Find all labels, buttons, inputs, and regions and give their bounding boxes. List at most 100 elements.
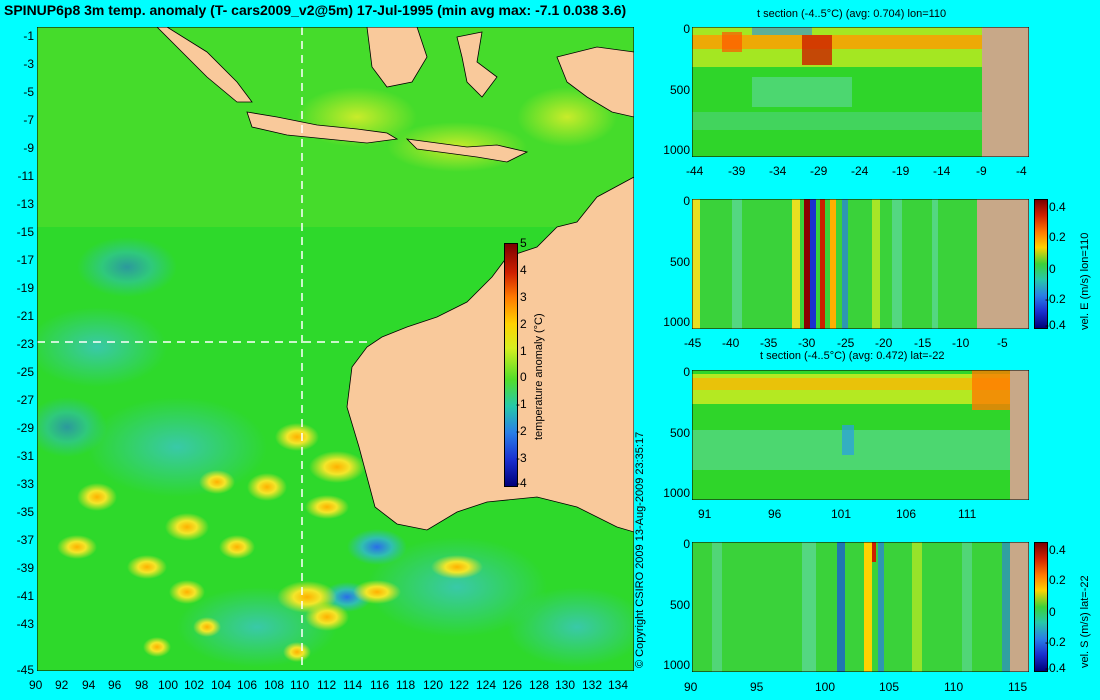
map-x-tick: 130 bbox=[555, 678, 576, 692]
colorbar-tick: 5 bbox=[520, 236, 527, 250]
panel-1-x-tick: -44 bbox=[686, 164, 704, 178]
map-x-tick: 120 bbox=[423, 678, 444, 692]
panel-1-x-tick: -14 bbox=[933, 164, 951, 178]
panel-3-y-tick: 1000 bbox=[663, 486, 690, 500]
map-y-axis: -1 -3 -5 -7 -9 -11 -13 -15 -17 -19 -21 -… bbox=[0, 27, 34, 677]
panel-2-y-tick: 0 bbox=[683, 194, 690, 208]
map-y-tick: -19 bbox=[16, 281, 34, 295]
panel-2-y-tick: 1000 bbox=[663, 315, 690, 329]
map-x-tick: 128 bbox=[529, 678, 550, 692]
panel-2-x-tick: -10 bbox=[952, 336, 970, 350]
map-x-tick: 112 bbox=[317, 678, 337, 692]
map-x-tick: 106 bbox=[237, 678, 258, 692]
panel-4-colorbar-tick: 0.4 bbox=[1049, 543, 1066, 557]
panel-1-y-tick: 500 bbox=[669, 83, 690, 97]
colorbar-tick: 4 bbox=[520, 263, 527, 277]
panel-1-x-tick: -4 bbox=[1016, 164, 1027, 178]
panel-1-section bbox=[692, 27, 1029, 157]
panel-2-colorbar-tick: -0.2 bbox=[1045, 292, 1066, 306]
map-x-tick: 114 bbox=[343, 678, 363, 692]
panel-4-colorbar-ticks: 0.4 0.2 0 -0.2 -0.4 bbox=[1045, 543, 1079, 675]
map-y-tick: -25 bbox=[16, 365, 34, 379]
colorbar-tick: 0 bbox=[520, 370, 527, 384]
map-x-tick: 96 bbox=[108, 678, 122, 692]
panel-2-colorbar-label: vel. E (m/s) lon=110 bbox=[1079, 232, 1091, 330]
map-x-tick: 126 bbox=[502, 678, 523, 692]
map-y-tick: -21 bbox=[16, 309, 34, 323]
panel-1-y-tick: 0 bbox=[683, 22, 690, 36]
panel-2-colorbar-tick: 0.4 bbox=[1049, 200, 1066, 214]
panel-2-colorbar bbox=[1034, 199, 1048, 329]
panel-4-colorbar-tick: -0.2 bbox=[1045, 635, 1066, 649]
map-y-tick: -23 bbox=[16, 337, 34, 351]
map-y-tick: -15 bbox=[16, 225, 34, 239]
panel-4-section bbox=[692, 542, 1029, 672]
panel-2-y-tick: 500 bbox=[669, 255, 690, 269]
panel-1-y-axis: 0 500 1000 bbox=[650, 20, 690, 160]
panel-2-section bbox=[692, 199, 1029, 329]
map-x-tick: 104 bbox=[211, 678, 232, 692]
panel-3-section bbox=[692, 370, 1029, 500]
map-y-tick: -29 bbox=[16, 421, 34, 435]
map-y-tick: -7 bbox=[23, 113, 34, 127]
panel-2-x-tick: -35 bbox=[760, 336, 778, 350]
panel-3-x-tick: 101 bbox=[831, 507, 852, 521]
map-x-tick: 90 bbox=[29, 678, 43, 692]
panel-3-y-tick: 0 bbox=[683, 365, 690, 379]
map-x-tick: 122 bbox=[449, 678, 470, 692]
panel-4-x-tick: 105 bbox=[879, 680, 900, 694]
map-x-tick: 100 bbox=[158, 678, 179, 692]
panel-3-x-tick: 106 bbox=[896, 507, 917, 521]
colorbar-tick: -4 bbox=[516, 476, 527, 490]
panel-1-x-tick: -34 bbox=[769, 164, 787, 178]
map-x-tick: 110 bbox=[290, 678, 310, 692]
map-y-tick: -41 bbox=[16, 589, 34, 603]
panel-3-y-axis: 0 500 1000 bbox=[650, 363, 690, 503]
map-y-tick: -11 bbox=[17, 169, 34, 183]
plot-title: SPINUP6p8 3m temp. anomaly (T- cars2009_… bbox=[4, 2, 627, 18]
panel-2-x-tick: -30 bbox=[798, 336, 816, 350]
panel-4-colorbar-label: vel. S (m/s) lat=-22 bbox=[1079, 575, 1091, 668]
map-y-tick: -39 bbox=[16, 561, 34, 575]
map-colorbar-label: temperature anomaly (°C) bbox=[533, 313, 545, 440]
map-y-tick: -1 bbox=[23, 29, 34, 43]
panel-4-x-axis: 90 95 100 105 110 115 bbox=[684, 680, 1032, 696]
map-x-tick: 102 bbox=[184, 678, 205, 692]
panel-2-x-axis: -45 -40 -35 -30 -25 -20 -15 -10 -5 bbox=[684, 336, 1032, 352]
borneo-island bbox=[366, 27, 428, 88]
panel-3-x-tick: 96 bbox=[768, 507, 782, 521]
panel-4-y-tick: 1000 bbox=[663, 658, 690, 672]
panel-4-colorbar bbox=[1034, 542, 1048, 672]
panel-3-title: t section (-4..5°C) (avg: 0.472) lat=-22 bbox=[760, 350, 945, 362]
panel-2-x-tick: -15 bbox=[914, 336, 932, 350]
panel-3-y-tick: 500 bbox=[669, 426, 690, 440]
panel-2-colorbar-tick: -0.4 bbox=[1045, 318, 1066, 332]
map-y-tick: -43 bbox=[16, 617, 34, 631]
sulawesi-island bbox=[456, 31, 498, 98]
map-y-tick: -37 bbox=[16, 533, 34, 547]
map-x-tick: 108 bbox=[264, 678, 285, 692]
australia-land bbox=[346, 176, 634, 533]
panel-3-x-tick: 111 bbox=[958, 507, 977, 521]
map-y-tick: -35 bbox=[16, 505, 34, 519]
map-x-tick: 92 bbox=[55, 678, 69, 692]
panel-2-x-tick: -20 bbox=[875, 336, 893, 350]
new-guinea-island bbox=[556, 46, 634, 118]
colorbar-tick: -3 bbox=[516, 451, 527, 465]
panel-4-y-tick: 0 bbox=[683, 537, 690, 551]
map-y-tick: -27 bbox=[16, 393, 34, 407]
colorbar-tick: 2 bbox=[520, 317, 527, 331]
panel-1-x-tick: -39 bbox=[728, 164, 746, 178]
map-x-tick: 118 bbox=[396, 678, 416, 692]
panel-4-x-tick: 110 bbox=[944, 680, 964, 694]
temperature-anomaly-map bbox=[37, 27, 634, 671]
map-x-tick: 134 bbox=[608, 678, 629, 692]
map-x-axis: 90 92 94 96 98 100 102 104 106 108 110 1… bbox=[29, 678, 647, 696]
map-y-tick: -3 bbox=[23, 57, 34, 71]
map-y-tick: -33 bbox=[16, 477, 34, 491]
panel-4-colorbar-tick: 0.2 bbox=[1049, 573, 1066, 587]
panel-4-colorbar-tick: 0 bbox=[1049, 605, 1056, 619]
panel-4-x-tick: 90 bbox=[684, 680, 698, 694]
panel-2-colorbar-ticks: 0.4 0.2 0 -0.2 -0.4 bbox=[1045, 200, 1079, 332]
timor-islands bbox=[405, 138, 529, 163]
